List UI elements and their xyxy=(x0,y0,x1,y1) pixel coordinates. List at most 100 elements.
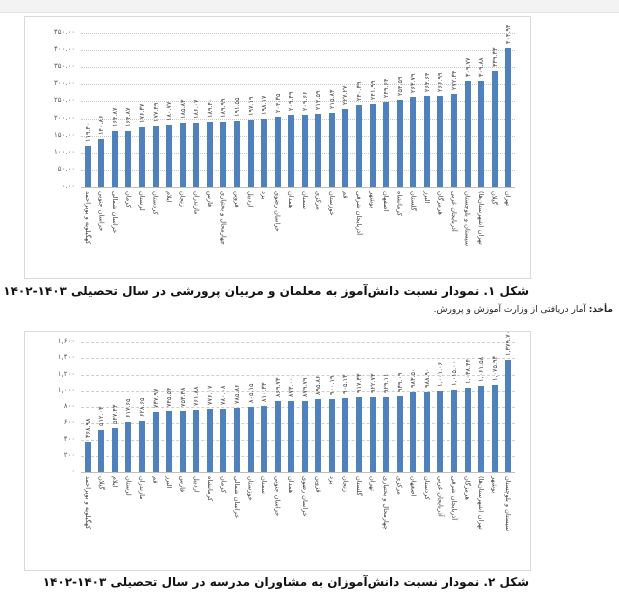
bar-value-label: ۱,۰۷۵.۹۳ xyxy=(490,355,499,381)
bar xyxy=(383,396,390,472)
bar-value-label: ۱۸۹.۴۰ xyxy=(205,98,214,119)
x-category-label: تهران xyxy=(368,476,377,491)
gridline xyxy=(81,33,515,34)
bar xyxy=(505,48,512,187)
gridline xyxy=(81,439,515,441)
x-category-label: زنجان xyxy=(178,191,187,207)
x-category-label: کردستان xyxy=(422,476,431,500)
x-category-label: تهران (شهرستان‌ها) xyxy=(477,476,486,530)
x-category-label: مازندران xyxy=(138,476,147,500)
x-category-label: هرمزگان xyxy=(436,191,445,215)
bar xyxy=(125,130,132,187)
x-category-label: سمنان xyxy=(260,476,269,494)
bar xyxy=(423,391,430,472)
bar-value-label: ۳۰۹.۷۷ xyxy=(463,57,472,77)
bar xyxy=(328,113,335,187)
bar-value-label: ۷۸۰.۰۸ xyxy=(219,385,228,405)
x-category-label: خوزستان xyxy=(246,476,255,501)
bar-value-label: ۲۴۰.۳۹ xyxy=(355,81,364,101)
x-category-label: سمنان xyxy=(300,191,309,209)
x-category-label: زنجان xyxy=(341,476,350,492)
x-category-label: کهگیلویه و بویراحمد xyxy=(83,476,92,530)
bar xyxy=(450,93,457,187)
y-tick-label: ۴۰۰ xyxy=(63,434,75,443)
y-tick-label: ۴۵۰.۰۰ xyxy=(53,28,75,36)
bar-value-label: ۱,۰۶۱.۵۸ xyxy=(477,356,486,382)
bar xyxy=(342,109,349,187)
bar xyxy=(356,104,363,187)
bar-value-label: ۹۸۳.۵۰ xyxy=(409,368,418,389)
bar xyxy=(274,401,281,472)
bar xyxy=(166,125,173,187)
y-tick-label: ۳۵۰.۰۰ xyxy=(53,62,75,71)
gridline xyxy=(81,390,515,392)
x-category-label: هرمزگان xyxy=(463,476,472,500)
x-category-label: لرستان xyxy=(138,191,147,211)
bar xyxy=(315,114,322,187)
bar-value-label: ۷۷۶.۰۷ xyxy=(205,385,214,405)
x-category-label: قم xyxy=(151,476,160,484)
gridline xyxy=(81,84,515,86)
top-bar xyxy=(0,0,619,13)
bar xyxy=(369,397,376,472)
bar xyxy=(206,122,213,187)
bar xyxy=(220,408,227,472)
bar-value-label: ۸۰۵.۱۵ xyxy=(246,383,255,403)
bar xyxy=(247,406,254,472)
bar-value-label: ۶۱۷.۶۵ xyxy=(124,398,133,418)
bar xyxy=(166,411,173,472)
x-category-label: قزوین xyxy=(314,476,323,493)
bar-value-label: ۲۲۷.۲۷ xyxy=(341,85,350,106)
bar-value-label: ۳۳۹.۳۳ xyxy=(490,47,499,67)
x-category-label: اردبیل xyxy=(192,476,201,493)
bar xyxy=(233,408,240,472)
y-tick-label: ۱,۶۰۰ xyxy=(57,337,75,345)
bar xyxy=(261,406,268,472)
x-category-label: خوزستان xyxy=(327,191,336,216)
x-category-label: گیلان xyxy=(97,476,106,490)
bar-value-label: ۱۸۵.۸۳ xyxy=(178,99,187,120)
bar-value-label: ۹۳۹.۰۹ xyxy=(395,372,404,392)
bar-value-label: ۵۴۷.۴۳ xyxy=(110,403,119,424)
gridline xyxy=(81,169,515,171)
gridline xyxy=(81,342,515,343)
x-category-label: کرمان xyxy=(124,191,133,208)
gridline xyxy=(81,455,515,457)
bar-value-label: ۱۶۴.۸۷ xyxy=(124,107,133,127)
x-category-label: ایلام xyxy=(165,191,174,203)
bar xyxy=(491,70,498,187)
bar-value-label: ۸۹۵.۸۶ xyxy=(314,375,323,396)
bar-value-label: ۲۰۴.۳۵ xyxy=(273,93,282,114)
bar-value-label: ۲۶۳.۷۹ xyxy=(409,73,418,93)
bar-value-label: ۱۹۱.۵۵ xyxy=(232,97,241,118)
gridline xyxy=(81,118,515,120)
x-category-label: خراسان شمالی xyxy=(110,191,119,234)
x-category-label: کردستان xyxy=(151,191,160,215)
bar xyxy=(193,410,200,472)
bar-value-label: ۷۸۵.۸۶ xyxy=(232,384,241,405)
x-category-label: خراسان رضوی xyxy=(300,476,309,517)
y-tick-label: ۴۰۰.۰۰ xyxy=(53,45,75,54)
x-category-label: البرز xyxy=(165,476,174,489)
x-category-label: همدان xyxy=(287,191,296,209)
bar-value-label: ۱۱۹.۴۰ xyxy=(83,122,92,143)
bar xyxy=(84,442,91,472)
bar xyxy=(464,80,471,187)
x-category-label: فارس xyxy=(178,476,187,493)
x-category-label: قم xyxy=(341,191,350,199)
y-tick-label: ۲۰۰ xyxy=(63,450,75,459)
gridline xyxy=(81,358,515,360)
x-category-label: تهران (شهرستان‌ها) xyxy=(477,191,486,245)
y-tick-label: ۱,۲۰۰ xyxy=(57,369,75,378)
bar-value-label: ۱۸۶.۰۷ xyxy=(192,99,201,120)
bar-value-label: ۲۱۵.۸۳ xyxy=(327,89,336,110)
bar xyxy=(464,387,471,472)
x-axis-line xyxy=(81,472,515,473)
bar-value-label: ۱۸۹.۹۹ xyxy=(219,98,228,118)
bar-value-label: ۲۶۴.۶۴ xyxy=(422,72,431,93)
x-category-label: اصفهان xyxy=(409,476,418,497)
x-category-label: چهارمحال و بختیاری xyxy=(382,476,391,530)
bar xyxy=(450,389,457,472)
bar-value-label: ۱۴۰.۸۶ xyxy=(97,115,106,135)
y-tick-label: ۳۰۰.۰۰ xyxy=(53,79,75,88)
